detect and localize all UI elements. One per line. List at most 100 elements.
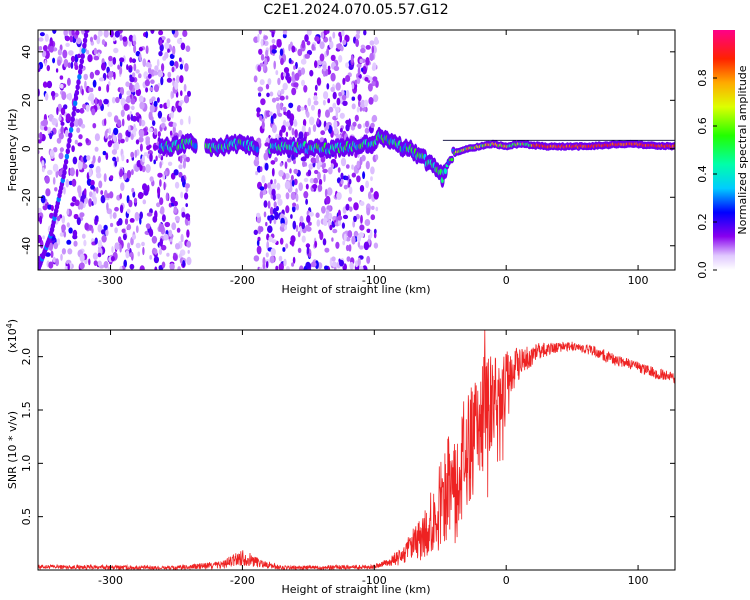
spectrogram-noise-blob	[358, 100, 361, 108]
spectrogram-noise-blob	[158, 153, 162, 159]
spectrogram-noise-blob	[282, 33, 287, 39]
spectrogram-noise-blob	[56, 238, 61, 246]
spectrogram-noise-blob	[280, 57, 284, 66]
spectrogram-noise-blob	[176, 38, 183, 45]
spectrogram-noise-blob	[323, 91, 329, 100]
spectrogram-noise-blob	[369, 40, 375, 46]
spectrogram-noise-blob	[178, 171, 183, 178]
spectrogram-noise-blob	[267, 225, 273, 233]
spectrogram-noise-blob	[68, 92, 72, 101]
spectrogram-noise-blob	[333, 120, 338, 129]
spectrogram-noise-blob	[153, 145, 159, 150]
spectrogram-noise-blob	[335, 134, 342, 139]
spectrogram-noise-blob	[112, 57, 117, 65]
spectrogram-noise-blob	[320, 155, 326, 163]
spectrogram-noise-blob	[311, 44, 315, 51]
spectrogram-noise-blob	[269, 111, 273, 116]
spectrogram-noise-blob	[107, 266, 110, 270]
spectrogram-noise-blob	[365, 45, 371, 50]
spectrogram-noise-blob	[357, 94, 362, 102]
spectrogram-noise-blob	[73, 213, 79, 220]
spectrogram-noise-blob	[134, 83, 140, 91]
spectrogram-noise-blob	[111, 96, 116, 104]
spectrogram-noise-blob	[157, 131, 161, 138]
spectrogram-noise-blob	[135, 225, 139, 233]
spectrogram-noise-blob	[108, 55, 113, 62]
spectrogram-noise-blob	[61, 216, 65, 224]
spectrogram-noise-blob	[351, 235, 356, 245]
spectrogram-noise-blob	[101, 39, 106, 46]
spectrogram-noise-blob	[316, 117, 320, 125]
spectrogram-noise-blob	[366, 228, 371, 233]
spectrogram-noise-blob	[144, 79, 150, 87]
snr-series-line	[38, 330, 675, 570]
spectrogram-noise-blob	[130, 133, 134, 140]
spectrogram-noise-blob	[298, 131, 304, 140]
spectrogram-noise-blob	[271, 31, 275, 38]
spectrogram-noise-blob	[271, 49, 277, 54]
spectrogram-noise-blob	[181, 211, 186, 218]
spectrogram-noise-blob	[339, 259, 344, 267]
spectrogram-noise-blob	[52, 163, 59, 172]
spectrogram-noise-blob	[338, 218, 342, 226]
spectrogram-noise-blob	[49, 40, 54, 48]
spectrogram-noise-blob	[158, 51, 163, 57]
spectrogram-noise-blob	[187, 216, 191, 221]
spectrogram-noise-blob	[178, 253, 183, 259]
spectrogram-noise-blob	[303, 177, 309, 183]
spectrogram-noise-blob	[373, 228, 377, 234]
spectrogram-noise-blob	[103, 173, 107, 183]
spectrogram-noise-blob	[38, 139, 42, 144]
spectrogram-noise-blob	[129, 218, 135, 223]
spectrogram-noise-blob	[280, 88, 285, 95]
spectrogram-noise-blob	[166, 99, 171, 109]
spectrogram-noise-blob	[263, 35, 269, 40]
spectrogram-noise-blob	[304, 53, 310, 59]
spectrogram-noise-blob	[301, 235, 306, 243]
spectrogram-noise-blob	[171, 222, 177, 231]
spectrogram-noise-blob	[259, 226, 264, 233]
spectrogram-noise-blob	[42, 235, 45, 240]
spectrogram-noise-blob	[325, 195, 331, 205]
snr-x-tick-label: -200	[230, 574, 255, 587]
spectrogram-noise-blob	[365, 57, 370, 66]
spectrogram-steep-line-blob	[69, 121, 75, 128]
spectrogram-noise-blob	[275, 97, 280, 102]
spectrogram-noise-blob	[166, 38, 171, 44]
spectrogram-noise-blob	[120, 109, 125, 118]
spectrogram-noise-blob	[170, 196, 176, 204]
spectrogram-noise-blob	[98, 77, 105, 82]
spectrogram-noise-blob	[283, 67, 290, 74]
spectrogram-noise-blob	[265, 252, 269, 258]
spectrogram-noise-blob	[159, 43, 164, 52]
spectrogram-noise-blob	[123, 259, 127, 268]
spectrogram-steep-line-blob	[63, 158, 69, 165]
spectrogram-noise-blob	[264, 57, 268, 67]
spectrogram-noise-blob	[44, 92, 49, 101]
spectrogram-noise-blob	[94, 215, 99, 222]
spectrogram-noise-blob	[356, 77, 361, 85]
spectrogram-noise-blob	[345, 123, 350, 132]
spectrogram-noise-blob	[171, 111, 174, 119]
spectrogram-noise-blob	[68, 50, 74, 56]
spectrogram-noise-blob	[97, 224, 103, 233]
spectrogram-noise-blob	[121, 153, 125, 162]
spectrogram-noise-blob	[107, 71, 114, 78]
spectrogram-noise-blob	[351, 82, 355, 90]
spectrogram-noise-blob	[44, 59, 47, 67]
spectrogram-noise-blob	[310, 104, 315, 111]
spectrogram-noise-blob	[275, 70, 279, 76]
spectrogram-noise-blob	[92, 252, 98, 260]
spectrogram-noise-blob	[183, 95, 190, 104]
spectrogram-y-tick-label: 40	[20, 45, 33, 59]
spectrogram-noise-blob	[326, 83, 330, 90]
spectrogram-noise-blob	[288, 57, 292, 64]
spectrogram-noise-blob	[360, 214, 363, 224]
spectrogram-noise-blob	[373, 191, 379, 200]
spectrogram-noise-blob	[355, 33, 360, 40]
spectrogram-noise-blob	[38, 207, 42, 213]
spectrogram-noise-blob	[335, 109, 338, 119]
spectrogram-noise-blob	[126, 95, 131, 104]
spectrogram-noise-blob	[63, 231, 67, 238]
